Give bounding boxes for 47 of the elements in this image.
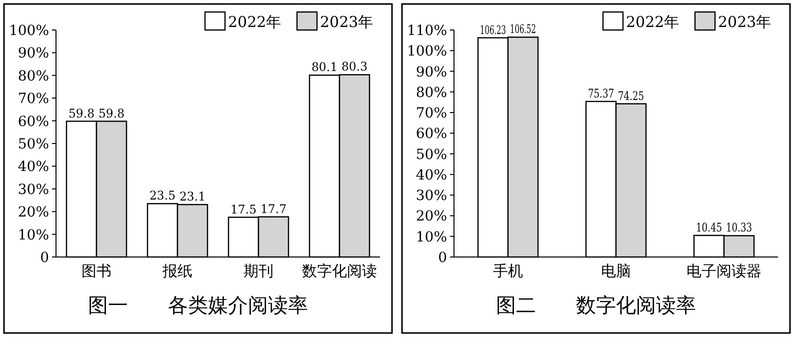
y-tick-label: 70%	[18, 91, 49, 108]
text: 图一 各类媒介阅读率	[88, 295, 308, 317]
y-tick-label: 40%	[416, 167, 447, 184]
data-label: 10.33	[726, 220, 760, 235]
data-label: 59.8	[68, 106, 96, 120]
y-tick-label: 10%	[18, 227, 49, 244]
y-tick-label: 20%	[416, 208, 447, 225]
data-label: 106.52	[510, 22, 552, 36]
y-tick-label: 90%	[18, 46, 49, 62]
y-tick-label: 20%	[18, 204, 49, 221]
y-tick-label: 60%	[416, 126, 447, 142]
legend-label: 2022年	[228, 13, 282, 31]
y-tick-label: 80%	[18, 68, 49, 84]
y-tick-label: 100%	[406, 44, 447, 60]
x-tick-label: 报纸	[162, 262, 192, 280]
legend-label: 2022年	[626, 13, 680, 31]
y-tick-label: 90%	[416, 64, 447, 80]
y-tick-label: 30%	[18, 182, 49, 198]
y-tick-label: 0	[438, 250, 447, 266]
data-label: 80.1	[312, 60, 338, 74]
x-tick-label: 电子阅读器	[686, 262, 762, 280]
y-tick-label: 10%	[416, 229, 447, 246]
y-tick-label: 30%	[416, 188, 447, 204]
text: 图二 数字化阅读率	[496, 294, 696, 317]
data-label: 74.25	[618, 88, 652, 103]
x-tick-label: 数字化阅读	[302, 262, 377, 280]
x-tick-label: 电脑	[601, 262, 631, 280]
data-label: 23.1	[180, 190, 206, 204]
x-tick-label: 图书	[82, 262, 112, 280]
legend-label: 2023年	[718, 13, 772, 31]
y-tick-label: 60%	[18, 114, 49, 130]
data-label: 59.8	[98, 106, 126, 120]
data-label: 17.7	[260, 202, 288, 216]
y-tick-label: 100%	[8, 23, 49, 39]
y-tick-label: 50%	[18, 136, 49, 152]
data-label: 80.3	[342, 60, 368, 74]
y-tick-label: 80%	[416, 84, 447, 101]
y-tick-label: 40%	[18, 159, 49, 176]
data-label: 17.5	[230, 202, 258, 216]
y-tick-label: 70%	[416, 106, 447, 122]
y-tick-label: 110%	[406, 23, 447, 39]
data-label: 23.5	[150, 188, 176, 203]
y-tick-label: 0	[40, 250, 49, 266]
x-tick-label: 期刊	[244, 262, 274, 280]
x-tick-label: 手机	[493, 262, 523, 280]
legend-label: 2023年	[320, 13, 374, 31]
y-tick-label: 50%	[416, 146, 447, 163]
